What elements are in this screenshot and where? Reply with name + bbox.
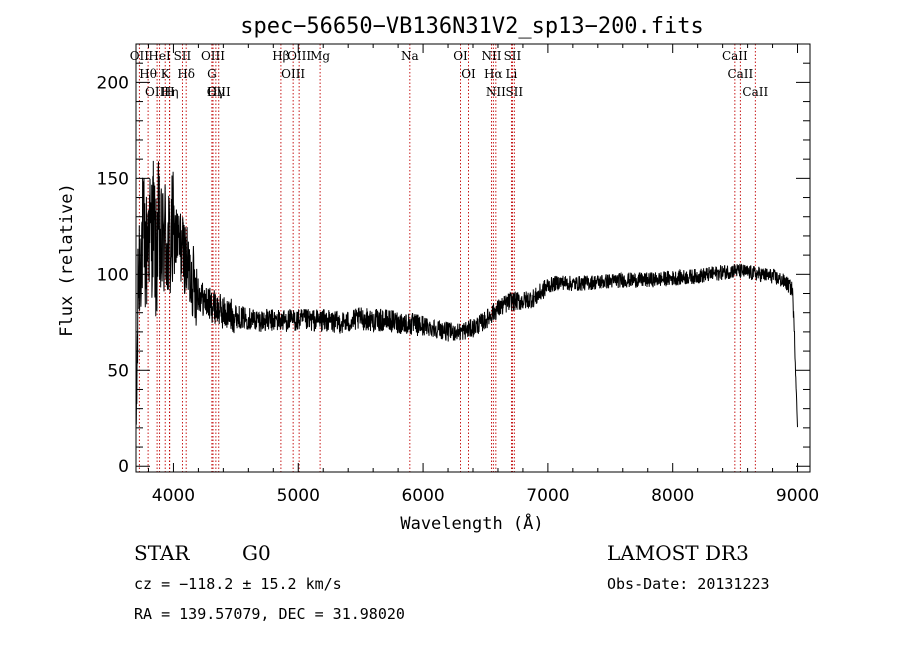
line-label: CaII: [742, 85, 768, 99]
line-markers: [138, 44, 756, 472]
line-label: Hδ: [177, 67, 195, 81]
x-tick-label: 5000: [277, 486, 320, 506]
line-label: OIII: [145, 85, 169, 99]
line-label: OIII: [207, 85, 231, 99]
line-label: Hγ: [207, 85, 225, 99]
x-tick-label: 4000: [152, 486, 195, 506]
line-labels: OIIHθOIIIHeIKHηHSIIHδOIIIGHγOIIIHβOIIIOI…: [130, 49, 769, 99]
velocity-readout: cz = −118.2 ± 15.2 km/s: [134, 575, 342, 593]
x-tick-label: 9000: [776, 486, 819, 506]
y-tick-label: 100: [97, 265, 129, 285]
y-axis-label: Flux (relative): [57, 183, 77, 337]
x-tick-label: 8000: [651, 486, 694, 506]
line-label: OIII: [287, 49, 311, 63]
x-axis-label: Wavelength (Å): [400, 512, 543, 534]
line-label: SII: [174, 49, 192, 63]
line-label: NII: [481, 49, 501, 63]
object-subclass: G0: [242, 541, 271, 565]
line-label: NII: [486, 85, 506, 99]
y-tick-label: 50: [107, 361, 129, 381]
line-label: OII: [130, 49, 150, 63]
line-label: CaII: [722, 49, 748, 63]
x-tick-label: 6000: [401, 486, 444, 506]
line-label: CaII: [727, 67, 753, 81]
line-label: OI: [453, 49, 468, 63]
x-axis: 4000 5000 6000 7000 8000 9000: [147, 44, 819, 506]
line-label: Hα: [484, 67, 503, 81]
y-axis: 0 50 100 150 200: [97, 62, 810, 477]
line-label: H: [164, 85, 174, 99]
line-label: Mg: [310, 49, 330, 63]
y-tick-label: 0: [118, 457, 129, 477]
survey-name: LAMOST DR3: [607, 541, 749, 565]
line-label: Na: [401, 49, 419, 63]
y-tick-label: 150: [97, 169, 129, 189]
line-label: K: [161, 67, 171, 81]
spectrum-line: [135, 160, 798, 428]
coordinates: RA = 139.57079, DEC = 31.98020: [134, 605, 405, 623]
object-class: STAR: [134, 541, 190, 565]
obs-date: Obs-Date: 20131223: [607, 575, 770, 593]
x-tick-label: 7000: [526, 486, 569, 506]
spectrum-series: [135, 160, 798, 428]
plot-frame: [135, 43, 811, 473]
line-label: Li: [506, 67, 518, 81]
line-label: Hη: [161, 85, 179, 99]
line-label: OIII: [281, 67, 305, 81]
chart-title: spec−56650−VB136N31V2_sp13−200.fits: [240, 14, 704, 39]
line-label: SII: [504, 49, 522, 63]
line-label: HeI: [148, 49, 171, 63]
line-label: OIII: [201, 49, 225, 63]
line-label: SII: [505, 85, 523, 99]
y-tick-label: 200: [97, 73, 129, 93]
line-label: Hβ: [272, 49, 289, 63]
line-label: Hθ: [139, 67, 157, 81]
line-label: OI: [461, 67, 476, 81]
line-label: G: [207, 67, 217, 81]
